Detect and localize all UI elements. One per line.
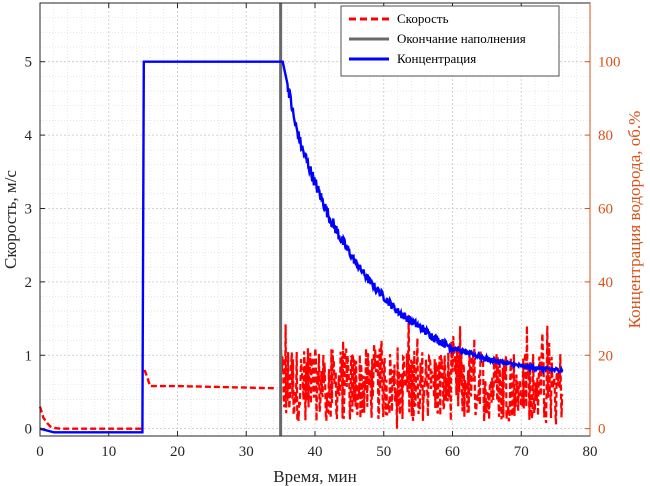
y-tick-label-left: 5 bbox=[25, 55, 33, 71]
concentration-line bbox=[39, 60, 564, 434]
y-tick-label-right: 60 bbox=[598, 201, 613, 217]
y-axis-label-right: Концентрация водорода, об.% bbox=[625, 111, 644, 329]
speed-line-segment bbox=[38, 406, 144, 430]
x-tick-label: 70 bbox=[514, 444, 529, 460]
y-tick-label-left: 1 bbox=[25, 348, 33, 364]
x-tick-label: 30 bbox=[239, 444, 254, 460]
x-tick-label: 0 bbox=[36, 444, 44, 460]
x-tick-label: 10 bbox=[101, 444, 116, 460]
speed-line-segment bbox=[143, 369, 278, 390]
y-tick-label-left: 0 bbox=[25, 422, 33, 438]
y-tick-label-left: 4 bbox=[25, 128, 33, 144]
x-tick-label: 80 bbox=[583, 444, 598, 460]
y-tick-label-left: 3 bbox=[25, 201, 33, 217]
y-tick-label-right: 0 bbox=[598, 422, 606, 438]
y-tick-label-right: 40 bbox=[598, 275, 613, 291]
y-tick-label-right: 100 bbox=[598, 55, 621, 71]
y-tick-label-left: 2 bbox=[25, 275, 33, 291]
legend: Скорость Окончание наполнения Концентрац… bbox=[340, 5, 560, 77]
y-axis-label-left: Скорость, м/с bbox=[1, 170, 20, 269]
x-tick-label: 40 bbox=[308, 444, 323, 460]
x-tick-label: 50 bbox=[376, 444, 391, 460]
x-axis-label: Время, мин bbox=[273, 467, 356, 486]
legend-label-concentration: Концентрация bbox=[397, 51, 476, 66]
legend-label-fill-end: Окончание наполнения bbox=[397, 31, 526, 46]
y-tick-label-right: 80 bbox=[598, 128, 613, 144]
y-tick-label-right: 20 bbox=[598, 348, 613, 364]
legend-label-speed: Скорость bbox=[397, 11, 449, 26]
plot-series bbox=[38, 3, 564, 436]
speed-noisy-line bbox=[279, 314, 564, 429]
x-tick-label: 60 bbox=[445, 444, 460, 460]
x-tick-label: 20 bbox=[170, 444, 185, 460]
